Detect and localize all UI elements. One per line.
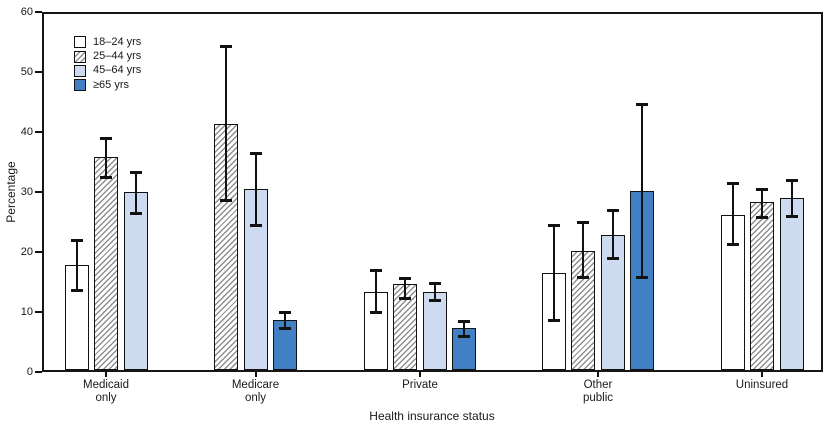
- x-tick-private: [419, 372, 421, 377]
- errorbar-cap-top-45-64-yrs-other-public: [606, 209, 619, 213]
- errorbar-25-44-yrs-private: [404, 278, 407, 299]
- legend-label: 45–64 yrs: [93, 64, 142, 77]
- errorbar-45-64-yrs-medicare-only: [254, 153, 257, 225]
- y-tick-40: [35, 131, 42, 133]
- errorbar-cap-bottom-65-yrs-medicare-only: [279, 326, 291, 330]
- errorbar-cap-top-18-24-yrs-medicaid-only: [70, 238, 83, 242]
- errorbar-18-24-yrs-private: [374, 270, 377, 313]
- errorbar-cap-bottom-18-24-yrs-medicaid-only: [70, 288, 83, 292]
- y-tick-label-40: 40: [20, 125, 33, 138]
- errorbar-cap-top-45-64-yrs-medicaid-only: [129, 171, 142, 175]
- errorbar-25-44-yrs-other-public: [582, 222, 585, 278]
- errorbar-cap-bottom-25-44-yrs-medicaid-only: [100, 175, 112, 179]
- errorbar-cap-bottom-25-44-yrs-other-public: [577, 276, 590, 280]
- errorbar-cap-top-25-44-yrs-uninsured: [756, 187, 768, 191]
- bar-25-44-yrs-uninsured: [750, 202, 774, 370]
- y-tick-20: [35, 251, 42, 253]
- legend-item-25-44: 25–44 yrs: [74, 49, 141, 63]
- y-tick-0: [35, 371, 42, 373]
- y-tick-label-60: 60: [20, 5, 33, 18]
- y-tick-label-20: 20: [20, 245, 33, 258]
- errorbar-cap-top-45-64-yrs-private: [428, 281, 441, 285]
- errorbar-25-44-yrs-medicare-only: [225, 46, 227, 201]
- legend-item-45-64: 45–64 yrs: [74, 64, 141, 78]
- errorbar-25-44-yrs-uninsured: [761, 189, 763, 218]
- errorbar-cap-top-25-44-yrs-medicaid-only: [100, 136, 112, 140]
- errorbar-45-64-yrs-private: [433, 283, 436, 300]
- errorbar-cap-bottom-65-yrs-other-public: [636, 276, 649, 280]
- bar-45-64-yrs-private: [422, 292, 447, 370]
- legend-label: 18–24 yrs: [93, 35, 142, 48]
- errorbar-cap-bottom-45-64-yrs-private: [428, 298, 441, 302]
- bar-65-yrs-private: [452, 327, 477, 370]
- x-tick-medicare-only: [254, 372, 257, 377]
- errorbar-cap-bottom-45-64-yrs-medicaid-only: [129, 212, 142, 216]
- y-tick-label-0: 0: [26, 365, 33, 378]
- y-tick-30: [35, 191, 42, 193]
- legend-item-65plus: ≥65 yrs: [74, 78, 141, 92]
- y-tick-60: [35, 11, 42, 13]
- errorbar-cap-top-45-64-yrs-medicare-only: [249, 151, 262, 155]
- errorbar-cap-top-65-yrs-other-public: [636, 102, 649, 106]
- legend-label: 25–44 yrs: [93, 50, 142, 63]
- errorbar-45-64-yrs-other-public: [611, 210, 614, 258]
- x-tick-label-medicare-only: Medicare only: [231, 379, 280, 404]
- errorbar-cap-bottom-45-64-yrs-other-public: [606, 256, 619, 260]
- legend-swatch-dark-blue: [74, 79, 86, 92]
- errorbar-cap-top-65-yrs-medicare-only: [279, 311, 291, 315]
- bar-45-64-yrs-medicare-only: [243, 189, 268, 370]
- errorbar-cap-bottom-18-24-yrs-other-public: [547, 318, 560, 322]
- errorbar-cap-top-18-24-yrs-uninsured: [726, 182, 739, 186]
- legend-swatch-hatch: [74, 50, 86, 63]
- errorbar-65-yrs-medicare-only: [284, 312, 286, 329]
- errorbar-65-yrs-private: [463, 321, 466, 336]
- legend-item-18-24: 18–24 yrs: [74, 35, 141, 49]
- x-tick-label-medicaid-only: Medicaid only: [82, 379, 130, 404]
- x-axis-title: Health insurance status: [369, 409, 495, 423]
- x-tick-label-other-public: Other public: [582, 379, 614, 404]
- errorbar-45-64-yrs-medicaid-only: [134, 172, 137, 214]
- errorbar-cap-bottom-18-24-yrs-private: [369, 311, 382, 315]
- errorbar-cap-bottom-45-64-yrs-uninsured: [785, 214, 798, 218]
- errorbar-cap-bottom-25-44-yrs-uninsured: [756, 215, 768, 219]
- errorbar-cap-top-45-64-yrs-uninsured: [785, 179, 798, 183]
- errorbar-cap-top-25-44-yrs-medicare-only: [220, 44, 232, 48]
- errorbar-18-24-yrs-medicaid-only: [75, 240, 78, 291]
- x-tick-medicaid-only: [105, 372, 107, 377]
- errorbar-cap-top-25-44-yrs-other-public: [577, 221, 590, 225]
- bar-45-64-yrs-medicaid-only: [123, 192, 148, 370]
- errorbar-18-24-yrs-uninsured: [731, 183, 734, 245]
- y-tick-10: [35, 311, 42, 313]
- errorbar-cap-top-18-24-yrs-private: [369, 268, 382, 272]
- bar-45-64-yrs-uninsured: [779, 198, 804, 370]
- bar-65-yrs-medicare-only: [273, 320, 297, 370]
- errorbar-cap-bottom-25-44-yrs-private: [399, 297, 412, 301]
- legend-label: ≥65 yrs: [93, 78, 129, 91]
- errorbar-18-24-yrs-other-public: [552, 225, 555, 321]
- errorbar-cap-bottom-65-yrs-private: [458, 334, 471, 338]
- errorbar-cap-top-25-44-yrs-private: [399, 276, 412, 280]
- errorbar-cap-bottom-18-24-yrs-uninsured: [726, 243, 739, 247]
- y-tick-50: [35, 71, 42, 73]
- errorbar-cap-bottom-25-44-yrs-medicare-only: [220, 198, 232, 202]
- errorbar-cap-top-65-yrs-private: [458, 320, 471, 324]
- bar-25-44-yrs-medicaid-only: [94, 157, 118, 370]
- x-tick-other-public: [597, 372, 599, 377]
- errorbar-cap-bottom-45-64-yrs-medicare-only: [249, 223, 262, 227]
- errorbar-cap-top-18-24-yrs-other-public: [547, 224, 560, 228]
- legend-swatch-white: [74, 36, 86, 49]
- y-tick-label-10: 10: [20, 305, 33, 318]
- errorbar-65-yrs-other-public: [641, 104, 644, 278]
- x-tick-label-private: Private: [402, 379, 438, 391]
- legend-swatch-light-blue: [74, 64, 86, 77]
- x-tick-label-uninsured: Uninsured: [735, 379, 789, 391]
- y-tick-label-50: 50: [20, 65, 33, 78]
- x-tick-uninsured: [761, 372, 763, 377]
- y-tick-label-30: 30: [20, 185, 33, 198]
- errorbar-45-64-yrs-uninsured: [790, 180, 793, 216]
- errorbar-25-44-yrs-medicaid-only: [105, 138, 107, 177]
- legend: 18–24 yrs 25–44 yrs 45–64 yrs ≥65 yrs: [74, 35, 141, 93]
